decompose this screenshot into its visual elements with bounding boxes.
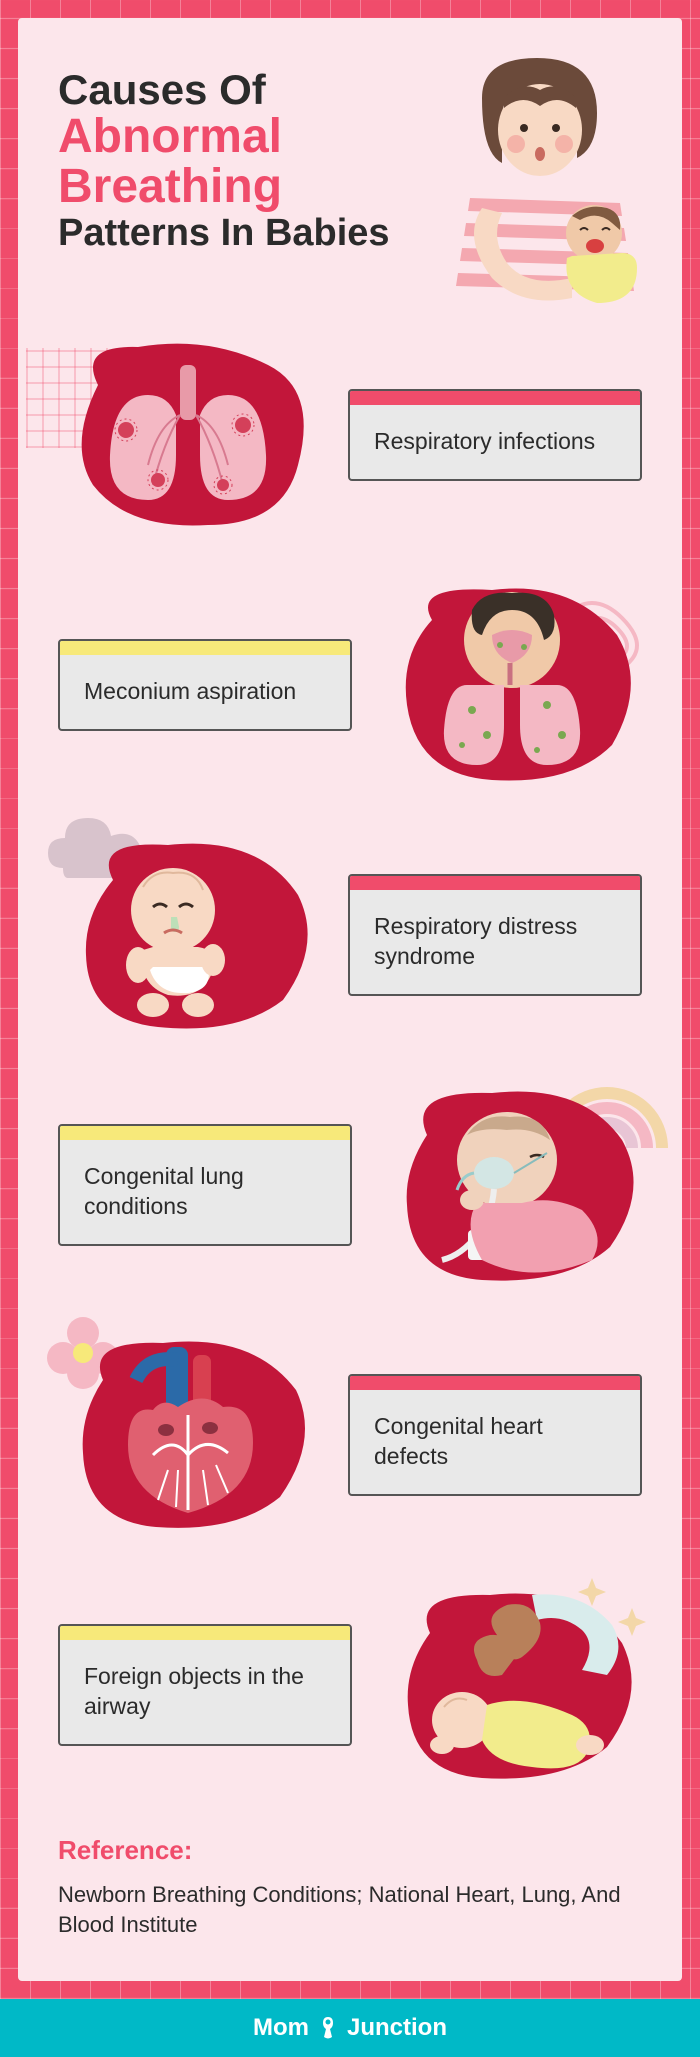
cause-label: Congenital lung conditions bbox=[60, 1140, 350, 1244]
cause-row: Foreign objects in the airway bbox=[58, 1585, 642, 1785]
cause-row: Congenital heart defects bbox=[58, 1335, 642, 1535]
brand-text-left: Mom bbox=[253, 2014, 309, 2042]
cause-label: Congenital heart defects bbox=[350, 1390, 640, 1494]
cause-label-box: Congenital heart defects bbox=[348, 1374, 642, 1496]
reference-block: Reference: Newborn Breathing Conditions;… bbox=[58, 1835, 642, 1942]
mother-baby-illustration-icon bbox=[412, 58, 652, 318]
baby-oxygen-mask-icon bbox=[382, 1085, 642, 1285]
label-stripe bbox=[350, 876, 640, 890]
title-block: Causes Of Abnormal Breathing Patterns In… bbox=[58, 68, 642, 255]
heart-anatomy-icon bbox=[58, 1335, 318, 1535]
cause-label: Foreign objects in the airway bbox=[60, 1640, 350, 1744]
label-stripe bbox=[60, 641, 350, 655]
reference-text: Newborn Breathing Conditions; National H… bbox=[58, 1880, 642, 1942]
infographic-frame: Causes Of Abnormal Breathing Patterns In… bbox=[0, 0, 700, 1999]
cause-row: Respiratory infections bbox=[58, 335, 642, 535]
cause-row: Respiratory distress syndrome bbox=[58, 835, 642, 1035]
cause-label: Respiratory distress syndrome bbox=[350, 890, 640, 994]
label-stripe bbox=[60, 1626, 350, 1640]
infographic-panel: Causes Of Abnormal Breathing Patterns In… bbox=[18, 18, 682, 1981]
lungs-virus-icon bbox=[58, 335, 318, 535]
cause-label-box: Congenital lung conditions bbox=[58, 1124, 352, 1246]
cause-label: Meconium aspiration bbox=[60, 655, 350, 729]
baby-crying-icon bbox=[58, 835, 318, 1035]
cause-label-box: Respiratory infections bbox=[348, 389, 642, 481]
brand-text-right: Junction bbox=[347, 2014, 447, 2042]
brand-logo-icon bbox=[315, 2015, 341, 2041]
label-stripe bbox=[350, 1376, 640, 1390]
label-stripe bbox=[60, 1126, 350, 1140]
baby-lungs-anatomy-icon bbox=[382, 585, 642, 785]
cause-row: Meconium aspiration bbox=[58, 585, 642, 785]
cause-label-box: Foreign objects in the airway bbox=[58, 1624, 352, 1746]
cause-row: Congenital lung conditions bbox=[58, 1085, 642, 1285]
cause-label: Respiratory infections bbox=[350, 405, 640, 479]
cause-label-box: Respiratory distress syndrome bbox=[348, 874, 642, 996]
label-stripe bbox=[350, 391, 640, 405]
reference-title: Reference: bbox=[58, 1835, 642, 1866]
baby-back-pat-icon bbox=[382, 1585, 642, 1785]
cause-label-box: Meconium aspiration bbox=[58, 639, 352, 731]
footer-brand-bar: Mom Junction bbox=[0, 1999, 700, 2057]
